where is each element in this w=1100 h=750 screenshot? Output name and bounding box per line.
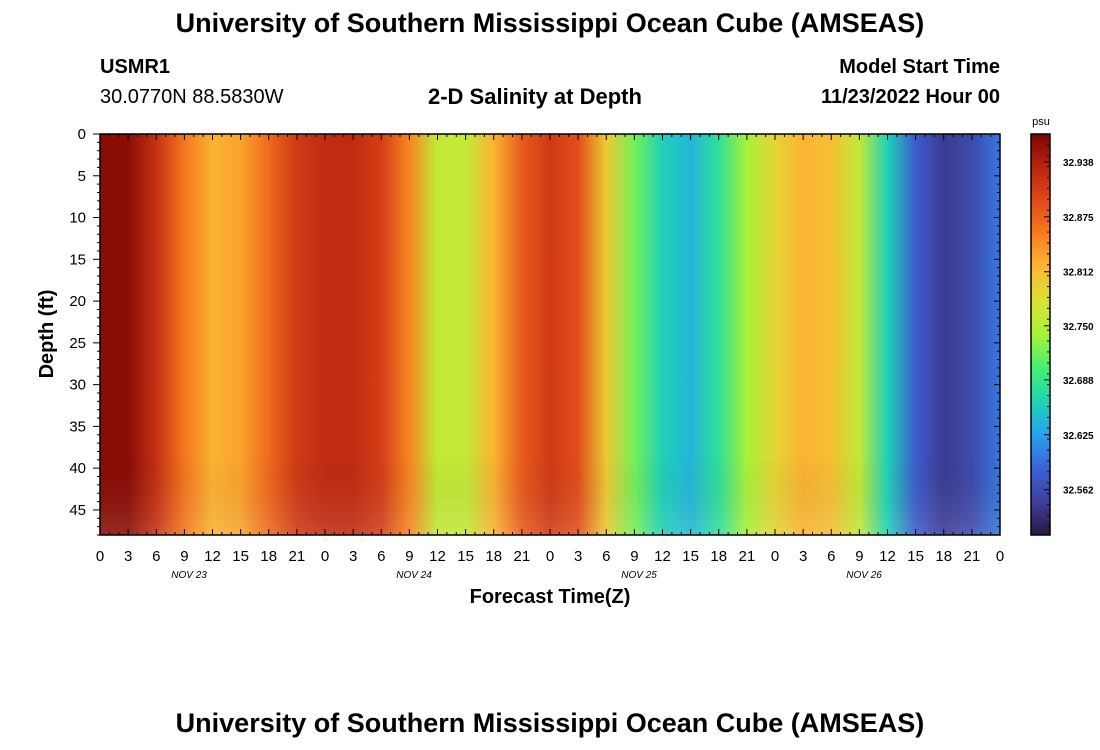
colorbar-tick-label: 32.562 xyxy=(1063,486,1094,497)
y-axis-label: Depth (ft) xyxy=(36,290,58,379)
colorbar-unit: psu xyxy=(1032,116,1050,128)
colorbar-tick-label: 32.625 xyxy=(1063,431,1094,442)
x-tick-label: 21 xyxy=(514,548,531,565)
x-tick-label: 6 xyxy=(602,548,610,565)
station-coordinates: 30.0770N 88.5830W xyxy=(100,86,284,108)
station-id: USMR1 xyxy=(100,56,171,78)
x-tick-label: 3 xyxy=(349,548,357,565)
x-tick-label: 18 xyxy=(260,548,277,565)
chart-title: 2-D Salinity at Depth xyxy=(428,84,642,109)
x-axis-label: Forecast Time(Z) xyxy=(470,586,631,608)
colorbar-scale xyxy=(1030,133,1051,536)
x-tick-label: 3 xyxy=(799,548,807,565)
model-start-value: 11/23/2022 Hour 00 xyxy=(820,86,1000,108)
colorbar: 32.938 32.875 32.812 32.750 32.688 32.625 32.5… xyxy=(1030,133,1094,536)
x-tick-label: 3 xyxy=(574,548,582,565)
x-tick-label: 0 xyxy=(321,548,329,565)
y-tick-label: 20 xyxy=(69,293,86,310)
x-tick-label: 9 xyxy=(630,548,638,565)
x-tick-label: 9 xyxy=(855,548,863,565)
x-tick-label: 15 xyxy=(457,548,474,565)
x-tick-label: 3 xyxy=(124,548,132,565)
y-tick-label: 45 xyxy=(69,502,86,519)
x-tick-label: 0 xyxy=(771,548,779,565)
x-tick-label: 12 xyxy=(429,548,446,565)
x-tick-label: 15 xyxy=(682,548,699,565)
y-tick-label: 35 xyxy=(69,418,86,435)
day-label: NOV 25 xyxy=(621,570,657,581)
colorbar-tick-label: 32.688 xyxy=(1063,376,1094,387)
colorbar-tick-label: 32.812 xyxy=(1063,268,1094,279)
x-tick-label: 6 xyxy=(377,548,385,565)
colorbar-tick-label: 32.875 xyxy=(1063,213,1094,224)
x-tick-label: 21 xyxy=(289,548,306,565)
y-axis: 0 5 10 15 20 25 30 35 40 45 xyxy=(69,126,1000,536)
x-tick-label: 12 xyxy=(204,548,221,565)
x-tick-label: 9 xyxy=(405,548,413,565)
x-tick-label: 0 xyxy=(96,548,104,565)
y-tick-label: 30 xyxy=(69,377,86,394)
day-label: NOV 23 xyxy=(171,570,207,581)
day-label: NOV 24 xyxy=(396,570,432,581)
x-tick-label: 15 xyxy=(232,548,249,565)
y-tick-label: 25 xyxy=(69,335,86,352)
y-tick-label: 10 xyxy=(69,210,86,227)
page-title: University of Southern Mississippi Ocean… xyxy=(175,8,925,38)
x-tick-label: 6 xyxy=(152,548,160,565)
x-tick-label: 21 xyxy=(739,548,756,565)
y-tick-label: 40 xyxy=(69,460,86,477)
bottom-shading xyxy=(100,134,1000,535)
x-tick-label: 6 xyxy=(827,548,835,565)
x-tick-label: 18 xyxy=(710,548,727,565)
y-tick-label: 5 xyxy=(78,168,86,185)
x-tick-label: 9 xyxy=(180,548,188,565)
x-tick-label: 15 xyxy=(907,548,924,565)
x-tick-label: 12 xyxy=(879,548,896,565)
y-tick-label: 15 xyxy=(69,251,86,268)
y-tick-label: 0 xyxy=(78,126,86,143)
footer-title: University of Southern Mississippi Ocean… xyxy=(175,708,925,738)
x-tick-label: 18 xyxy=(485,548,502,565)
x-tick-label: 21 xyxy=(964,548,981,565)
x-axis: 0 3 6 9 12 15 18 21 0 3 6 9 12 15 18 21 0 3 6 9 12 15 18 21 0 3 6 9… xyxy=(96,134,1004,581)
colorbar-tick-label: 32.938 xyxy=(1063,158,1094,169)
plot-area xyxy=(99,133,1001,536)
colorbar-tick-label: 32.750 xyxy=(1063,322,1094,333)
x-tick-label: 18 xyxy=(935,548,952,565)
x-tick-label: 12 xyxy=(654,548,671,565)
x-tick-label: 0 xyxy=(996,548,1004,565)
day-label: NOV 26 xyxy=(846,570,882,581)
model-start-label: Model Start Time xyxy=(839,56,1000,78)
x-tick-label: 0 xyxy=(546,548,554,565)
